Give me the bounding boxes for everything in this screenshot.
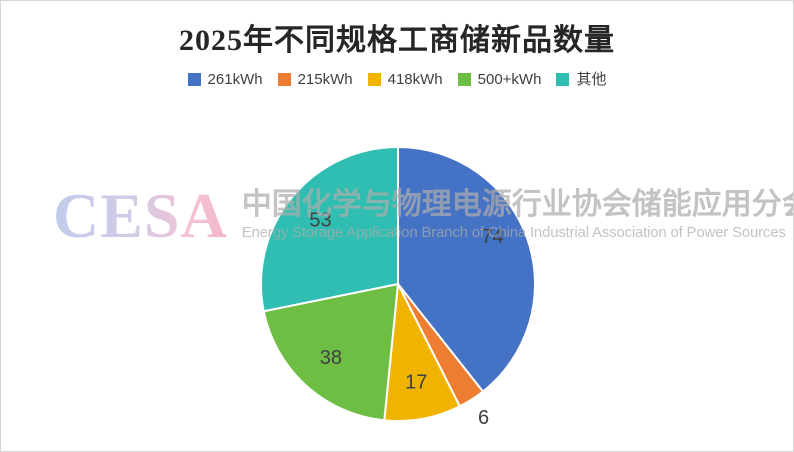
pie-value-label-215kWh: 6 [478, 407, 489, 429]
legend-swatch [187, 73, 201, 86]
legend-swatch [457, 73, 471, 86]
pie-slice-261kWh[interactable] [397, 146, 536, 393]
legend-item-500+kWh[interactable]: 500+kWh [457, 71, 542, 88]
legend-swatch [556, 73, 570, 86]
pie-value-label-418kWh: 17 [405, 371, 427, 393]
legend-item-其他[interactable]: 其他 [556, 72, 606, 87]
legend-item-215kWh[interactable]: 215kWh [277, 71, 353, 88]
legend-item-label: 500+kWh [477, 71, 542, 88]
pie-slice-500+kWh[interactable] [262, 283, 399, 422]
chart-title: 2025年不同规格工商储新品数量 [179, 24, 615, 57]
pie-value-label-其他: 53 [309, 210, 331, 232]
legend-swatch [277, 73, 291, 86]
legend-item-261kWh[interactable]: 261kWh [187, 71, 263, 88]
legend-item-418kWh[interactable]: 418kWh [367, 71, 443, 88]
legend-swatch [367, 73, 381, 86]
legend-item-label: 215kWh [297, 71, 353, 88]
pie-slice-其他[interactable] [260, 146, 399, 313]
legend-item-label: 418kWh [387, 71, 443, 88]
pie-value-label-500+kWh: 38 [320, 347, 342, 369]
pie-value-label-261kWh: 74 [481, 226, 503, 248]
legend-item-label: 261kWh [207, 71, 263, 88]
legend: 261kWh 215kWh 418kWh 500+kWh 其他 [1, 72, 793, 87]
legend-item-label: 其他 [576, 71, 607, 88]
